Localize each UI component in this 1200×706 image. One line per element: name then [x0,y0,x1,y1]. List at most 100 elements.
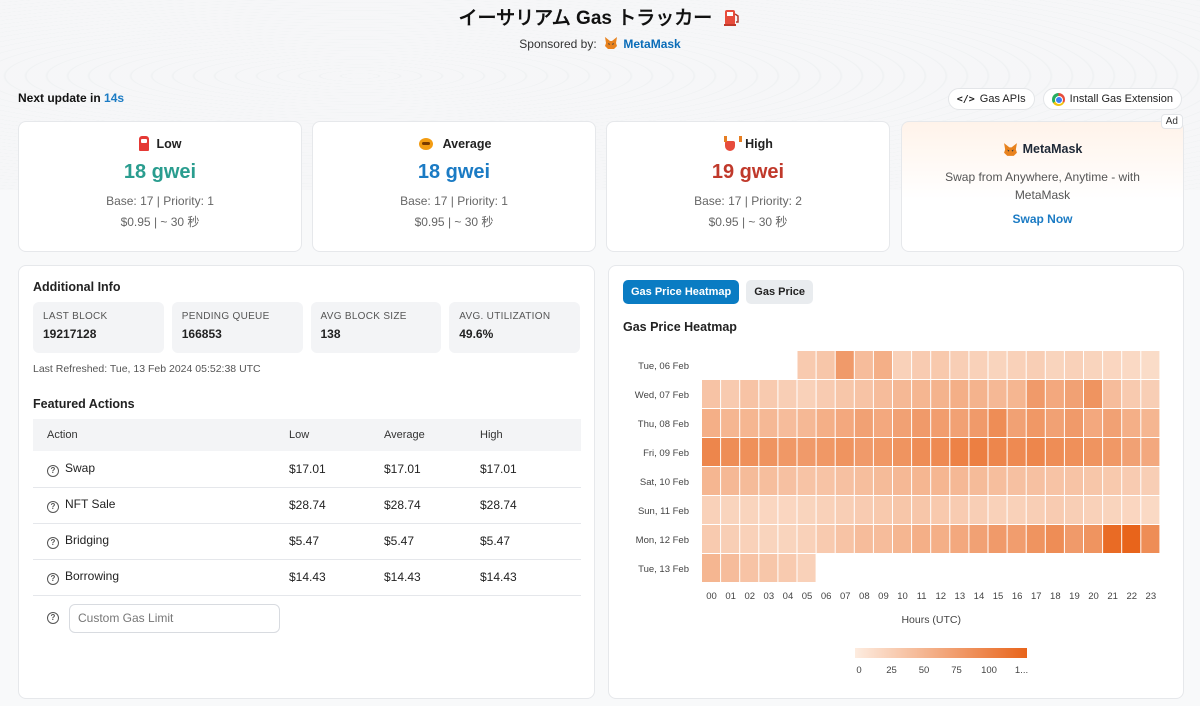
heatmap-cell [969,380,988,408]
gas-apis-button[interactable]: </> Gas APIs [947,88,1035,110]
cost-high: $28.74 [466,487,581,524]
gas-level-label: Low [156,136,182,151]
stat-label: AVG. UTILIZATION [459,311,551,322]
y-tick-label: Sun, 11 Feb [638,506,689,517]
y-tick-label: Tue, 06 Feb [638,361,689,372]
heatmap-cell [893,525,912,553]
install-extension-button[interactable]: Install Gas Extension [1042,88,1182,110]
additional-info-title: Additional Info [33,280,121,294]
heatmap-cell [1064,496,1083,524]
gas-price-time: $0.95 | ~ 30 秒 [414,215,494,229]
gas-card-low: Low 18 gwei Base: 17 | Priority: 1 $0.95… [18,121,302,252]
tab-gas-price[interactable]: Gas Price [746,280,814,304]
stat-value: 138 [320,327,341,341]
sponsor-link[interactable]: MetaMask [623,37,681,51]
swap-now-link[interactable]: Swap Now [1012,212,1073,226]
help-icon[interactable]: ? [47,573,59,585]
heatmap-cell [1007,380,1026,408]
heatmap-cell [835,496,854,524]
x-tick-label: 05 [802,591,813,602]
heatmap-cell [797,525,816,553]
cost-high: $17.01 [466,451,581,488]
heatmap-cell [873,525,892,553]
cost-low: $14.43 [275,559,370,596]
heatmap-cell [1103,351,1122,379]
heatmap-cell [1026,496,1045,524]
heatmap-cell [702,525,721,553]
x-tick-label: 19 [1069,591,1080,602]
x-tick-label: 10 [897,591,908,602]
heatmap-cell [1064,438,1083,466]
heatmap-cell [988,409,1007,437]
heatmap-cell [912,496,931,524]
heatmap-cell [1103,496,1122,524]
heatmap-cell [721,438,740,466]
heatmap-cell [912,467,931,495]
action-cell: ? Swap [33,451,275,488]
table-header-row: Action Low Average High [33,419,581,451]
last-refreshed: Last Refreshed: Tue, 13 Feb 2024 05:52:3… [33,363,261,375]
help-icon[interactable]: ? [47,612,59,624]
heatmap-cell [1064,467,1083,495]
heatmap-cell [1122,409,1141,437]
x-tick-label: 22 [1126,591,1137,602]
y-tick-label: Wed, 07 Feb [635,390,689,401]
heatmap-cell [702,467,721,495]
heatmap-cell [969,467,988,495]
heatmap-cell [1122,467,1141,495]
column-header-high: High [466,419,581,451]
x-tick-label: 23 [1146,591,1157,602]
heatmap-cell [1064,525,1083,553]
help-icon[interactable]: ? [47,537,59,549]
stat-value: 19217128 [43,327,97,341]
gas-card-high: High 19 gwei Base: 17 | Priority: 2 $0.9… [606,121,890,252]
help-icon[interactable]: ? [47,464,59,477]
y-tick-label: Thu, 08 Feb [638,419,689,430]
heatmap-cell [778,380,797,408]
heatmap-cell [988,380,1007,408]
heatmap-cell [797,438,816,466]
legend-tick-label: 25 [886,665,897,676]
sponsor-line: Sponsored by: MetaMask [0,37,1200,51]
heatmap-cell [950,351,969,379]
ad-card[interactable]: Ad MetaMask Swap from Anywhere, Anytime … [901,114,1184,252]
heatmap-cell [721,554,740,582]
gas-price-heatmap-chart: Tue, 06 Feb Wed, 07 Feb Thu, 08 Feb Fri, 09… [635,351,1160,676]
heatmap-cell [721,467,740,495]
custom-gas-limit-input[interactable] [69,603,280,633]
heatmap-cell [759,409,778,437]
heatmap-cell [969,351,988,379]
action-cell: ? Borrowing [33,559,275,596]
heatmap-cell [702,554,721,582]
x-tick-label: 06 [821,591,832,602]
heatmap-cell [1084,496,1103,524]
heatmap-cell [1141,351,1160,379]
help-icon[interactable]: ? [47,501,59,513]
heatmap-cell [950,496,969,524]
heatmap-cell [816,380,835,408]
heatmap-cell [873,351,892,379]
heatmap-cell [702,409,721,437]
x-tick-label: 12 [935,591,946,602]
heatmap-card: Gas Price Heatmap Gas Price Gas Price He… [608,265,1184,699]
heatmap-cell [1141,380,1160,408]
heatmap-cell [873,409,892,437]
gas-apis-label: Gas APIs [979,93,1026,105]
x-tick-label: 01 [725,591,736,602]
heatmap-cell [1141,438,1160,466]
heatmap-cell [721,525,740,553]
gas-level-header: High [607,136,889,151]
heatmap-cell [893,351,912,379]
x-tick-label: 11 [917,591,927,602]
heatmap-cell [740,409,759,437]
heatmap-cell [1084,409,1103,437]
gas-level-label: Average [442,136,492,151]
heatmap-cell [759,554,778,582]
x-tick-label: 03 [764,591,775,602]
cost-average: $14.43 [370,559,466,596]
heatmap-cell [931,525,950,553]
tab-gas-price-heatmap[interactable]: Gas Price Heatmap [623,280,740,304]
heatmap-cell [893,380,912,408]
stat-pending-queue: PENDING QUEUE 166853 [171,302,303,353]
cost-low: $28.74 [275,487,370,524]
